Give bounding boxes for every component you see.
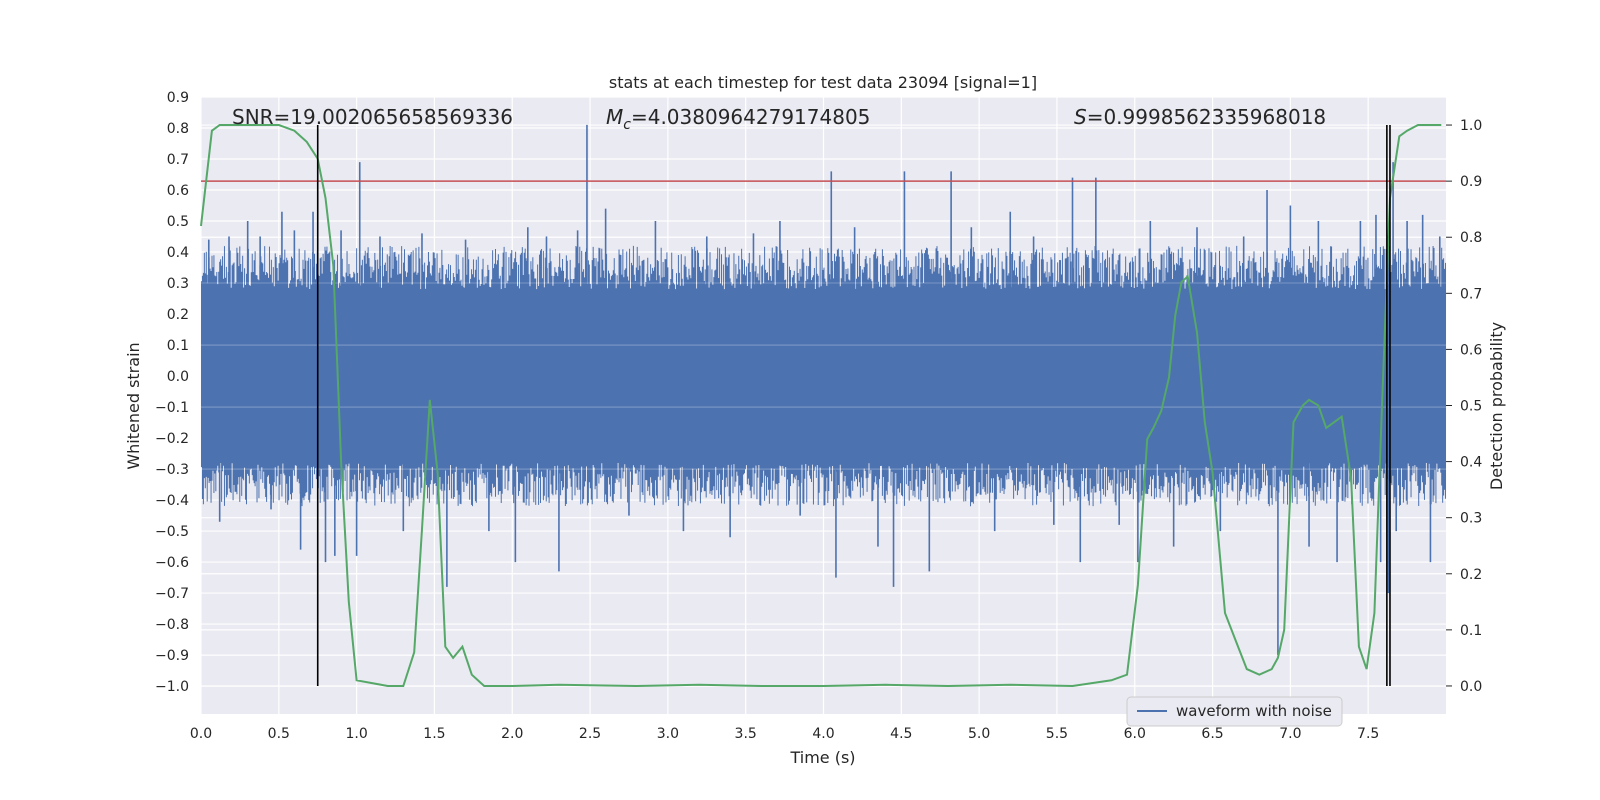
y2-tick-label: 0.1 <box>1460 623 1482 639</box>
y-tick-label: −0.3 <box>155 462 189 478</box>
x-tick-label: 2.5 <box>579 726 601 742</box>
y2-axis-label: Detection probability <box>1487 322 1506 490</box>
y2-tick-label: 0.7 <box>1460 286 1482 302</box>
x-tick-label: 6.5 <box>1201 726 1223 742</box>
vline-group <box>316 125 1391 686</box>
x-tick-label: 0.5 <box>268 726 290 742</box>
snr-annotation: SNR=19.002065658569336 <box>232 105 513 129</box>
y2-tick-label: 0.9 <box>1460 174 1482 190</box>
y-tick-label: 0.7 <box>167 152 189 168</box>
y-tick-label: −0.8 <box>155 617 189 633</box>
legend-label-waveform: waveform with noise <box>1176 702 1332 720</box>
x-tick-label: 4.0 <box>812 726 834 742</box>
chirp-mass-subscript: c <box>623 117 631 133</box>
legend: waveform with noise <box>1126 696 1343 727</box>
probability-series <box>200 124 1442 688</box>
s-annotation: S=0.9998562335968018 <box>1074 105 1326 129</box>
x-tick-labels: 0.0 0.5 1.0 1.5 2.0 2.5 3.0 3.5 4.0 4.5 5.0 5.5 6.0 6… <box>190 726 1379 742</box>
x-tick-label: 3.5 <box>735 726 757 742</box>
y2-tick-label: 0.5 <box>1460 399 1482 415</box>
y2-tick-label: 0.8 <box>1460 230 1482 246</box>
legend-box <box>1126 696 1343 727</box>
y2-tick-label: 0.4 <box>1460 455 1482 471</box>
y-tick-label: −0.4 <box>155 493 189 509</box>
s-value: =0.9998562335968018 <box>1087 105 1326 129</box>
x-tick-label: 0.0 <box>190 726 212 742</box>
s-symbol: S <box>1074 105 1087 129</box>
y-tick-label: 0.1 <box>167 338 189 354</box>
y-tick-label: −0.2 <box>155 431 189 447</box>
y-axis-label: Whitened strain <box>124 342 143 469</box>
x-tick-label: 6.0 <box>1124 726 1146 742</box>
y2-tick-label: 0.2 <box>1460 567 1482 583</box>
y-tick-label: 0.2 <box>167 307 189 323</box>
chirp-mass-value: =4.0380964279174805 <box>631 105 870 129</box>
y-tick-label: −1.0 <box>155 679 189 695</box>
y-tick-label: −0.5 <box>155 524 189 540</box>
y2-tick-labels: 1.0 0.9 0.8 0.7 0.6 0.5 0.4 0.3 0.2 0.1 0.0 <box>1460 118 1482 695</box>
y-tick-label: 0.3 <box>167 276 189 292</box>
x-tick-label: 1.5 <box>423 726 445 742</box>
chirp-mass-symbol: M <box>606 105 623 129</box>
y2-tick-label: 0.0 <box>1460 679 1482 695</box>
waveform-series <box>200 124 1447 656</box>
x-tick-label: 3.0 <box>657 726 679 742</box>
y2-tick-label: 1.0 <box>1460 118 1482 134</box>
y-tick-label: 0.8 <box>167 121 189 137</box>
y-tick-label: 0.6 <box>167 183 189 199</box>
x-tick-label: 7.0 <box>1279 726 1301 742</box>
detection-probability-line <box>200 124 1442 688</box>
y2-tick-label: 0.3 <box>1460 511 1482 527</box>
y-tick-label: 0.9 <box>167 90 189 106</box>
y-tick-label: 0.4 <box>167 245 189 261</box>
x-tick-label: 1.0 <box>345 726 367 742</box>
chart-title: stats at each timestep for test data 230… <box>609 73 1037 92</box>
y-tick-label: −0.9 <box>155 648 189 664</box>
y-tick-label: 0.5 <box>167 214 189 230</box>
y-tick-label: −0.6 <box>155 555 189 571</box>
x-tick-label: 4.5 <box>890 726 912 742</box>
y2-tick-label: 0.6 <box>1460 342 1482 358</box>
y-tick-label: 0.0 <box>167 369 189 385</box>
x-tick-label: 5.5 <box>1046 726 1068 742</box>
x-tick-label: 5.0 <box>968 726 990 742</box>
y-tick-label: −0.1 <box>155 400 189 416</box>
x-axis-label: Time (s) <box>789 748 855 767</box>
x-tick-label: 7.5 <box>1357 726 1379 742</box>
y-tick-label: −0.7 <box>155 586 189 602</box>
x-tick-label: 2.0 <box>501 726 523 742</box>
y-tick-labels: 0.9 0.8 0.7 0.6 0.5 0.4 0.3 0.2 0.1 0.0 −0.1 −0.2 −0… <box>155 90 189 695</box>
chirp-mass-annotation: Mc=4.0380964279174805 <box>606 105 870 133</box>
waveform-noise-line <box>200 245 1447 507</box>
